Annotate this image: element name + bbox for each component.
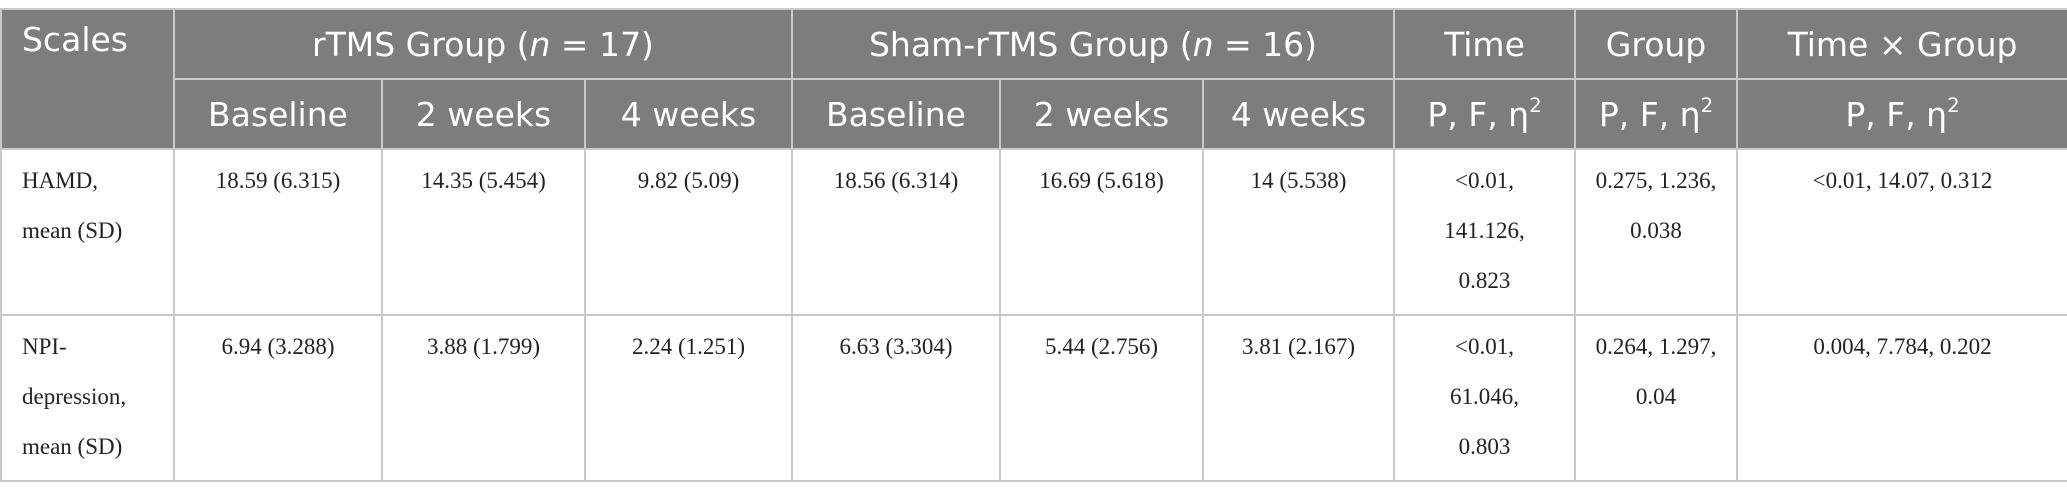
- stat-label: P, F, η: [1598, 94, 1701, 134]
- header-rtms-prefix: rTMS Group (: [312, 24, 530, 64]
- cell-interaction-stats: 0.004, 7.784, 0.202: [1736, 314, 2067, 482]
- cell-sham-4-weeks: 14 (5.538): [1201, 148, 1396, 316]
- cell-rtms-2-weeks: 14.35 (5.454): [381, 148, 586, 316]
- table-body: HAMD, mean (SD) 18.59 (6.315) 14.35 (5.4…: [0, 148, 2067, 482]
- row-label-line: NPI-: [22, 334, 67, 359]
- cell-interaction-stats: <0.01, 14.07, 0.312: [1736, 148, 2067, 316]
- cell-rtms-baseline: 18.59 (6.315): [173, 148, 383, 316]
- stat-sup: 2: [1947, 93, 1960, 117]
- header-rtms-baseline: Baseline: [173, 78, 383, 150]
- stat-label: P, F, η: [1427, 94, 1530, 134]
- cell-group-stats: 0.275, 1.236, 0.038: [1574, 148, 1739, 316]
- table-row: HAMD, mean (SD) 18.59 (6.315) 14.35 (5.4…: [0, 148, 2067, 316]
- header-row-sub: Baseline 2 weeks 4 weeks Baseline 2 week…: [1, 78, 2067, 150]
- row-label-npi-depression: NPI- depression, mean (SD): [0, 314, 175, 482]
- header-time: Time: [1393, 8, 1577, 80]
- stat-line: 0.275, 1.236,: [1595, 168, 1717, 193]
- stat-line: <0.01,: [1455, 168, 1514, 193]
- cell-time-stats: <0.01, 61.046, 0.803: [1393, 314, 1577, 482]
- header-sham-prefix: Sham-rTMS Group (: [868, 24, 1193, 64]
- header-interaction-stats: P, F, η2: [1736, 78, 2067, 150]
- cell-sham-4-weeks: 3.81 (2.167): [1201, 314, 1396, 482]
- row-label-line: mean (SD): [22, 434, 123, 459]
- stat-line: 0.264, 1.297,: [1595, 334, 1717, 359]
- header-sham-baseline: Baseline: [791, 78, 1001, 150]
- header-row-top: Scales rTMS Group (n = 17) Sham-rTMS Gro…: [0, 8, 2067, 150]
- header-rtms-suffix: = 17): [550, 24, 654, 64]
- header-sham-n: n: [1192, 24, 1214, 64]
- header-time-x-group: Time × Group: [1736, 8, 2067, 80]
- row-label-line: depression,: [22, 384, 127, 409]
- header-group-stats: P, F, η2: [1574, 78, 1739, 150]
- cell-time-stats: <0.01, 141.126, 0.823: [1393, 148, 1577, 316]
- header-sham-suffix: = 16): [1213, 24, 1318, 64]
- table-header: Scales rTMS Group (n = 17) Sham-rTMS Gro…: [0, 8, 2067, 150]
- results-table: Scales rTMS Group (n = 17) Sham-rTMS Gro…: [0, 8, 2067, 482]
- stat-line: 0.803: [1458, 434, 1511, 459]
- stat-line: <0.01,: [1455, 334, 1514, 359]
- cell-rtms-2-weeks: 3.88 (1.799): [381, 314, 586, 482]
- cell-rtms-4-weeks: 2.24 (1.251): [584, 314, 793, 482]
- results-table-container: Scales rTMS Group (n = 17) Sham-rTMS Gro…: [0, 8, 2067, 482]
- table-row: NPI- depression, mean (SD) 6.94 (3.288) …: [0, 314, 2067, 482]
- stat-sup: 2: [1700, 93, 1714, 117]
- header-sham-4-weeks: 4 weeks: [1201, 78, 1396, 150]
- header-sham-group: Sham-rTMS Group (n = 16): [790, 8, 1396, 80]
- header-rtms-2-weeks: 2 weeks: [381, 78, 586, 150]
- row-label-line: mean (SD): [22, 218, 123, 243]
- header-time-stats: P, F, η2: [1393, 78, 1577, 150]
- header-rtms-4-weeks: 4 weeks: [584, 78, 793, 150]
- header-scales: Scales: [0, 8, 175, 150]
- header-rtms-group: rTMS Group (n = 17): [173, 8, 793, 80]
- header-rtms-n: n: [529, 24, 551, 64]
- header-group: Group: [1574, 8, 1739, 80]
- stat-line: 0.823: [1458, 268, 1511, 293]
- cell-sham-2-weeks: 16.69 (5.618): [999, 148, 1204, 316]
- cell-rtms-4-weeks: 9.82 (5.09): [584, 148, 793, 316]
- stat-sup: 2: [1529, 93, 1542, 117]
- stat-line: 0.04: [1635, 384, 1677, 409]
- stat-line: 61.046,: [1450, 384, 1520, 409]
- row-label-line: HAMD,: [22, 168, 99, 193]
- cell-group-stats: 0.264, 1.297, 0.04: [1574, 314, 1739, 482]
- cell-sham-2-weeks: 5.44 (2.756): [999, 314, 1204, 482]
- stat-line: 141.126,: [1444, 218, 1525, 243]
- stat-line: 0.038: [1630, 218, 1682, 243]
- cell-sham-baseline: 6.63 (3.304): [791, 314, 1001, 482]
- cell-sham-baseline: 18.56 (6.314): [791, 148, 1001, 316]
- header-sham-2-weeks: 2 weeks: [999, 78, 1204, 150]
- stat-label: P, F, η: [1845, 94, 1948, 134]
- cell-rtms-baseline: 6.94 (3.288): [173, 314, 383, 482]
- row-label-hamd: HAMD, mean (SD): [0, 148, 175, 316]
